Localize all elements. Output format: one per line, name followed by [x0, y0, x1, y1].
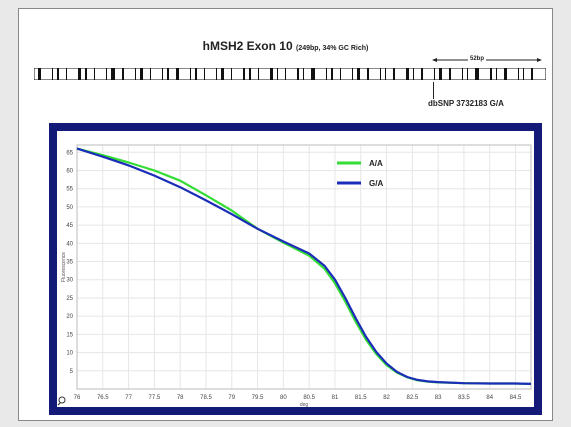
y-tick-label: 25	[66, 296, 73, 302]
slide: hMSH2 Exon 10 (249bp, 34% GC Rich) 52bp …	[18, 8, 553, 421]
plot-area: 76 76.5 77 77.5 78 78.5 79 79.5 80 80.5 81 81.5 82 82…	[57, 131, 534, 408]
title-main: hMSH2 Exon 10	[202, 39, 293, 53]
title-detail: (249bp, 34% GC Rich)	[296, 45, 369, 52]
y-tick-label: 65	[66, 150, 73, 156]
zoom-icon[interactable]	[57, 396, 66, 406]
x-tick-label: 84	[486, 395, 493, 401]
series-line-aa	[76, 147, 532, 385]
legend-label: G/A	[369, 179, 383, 188]
x-tick-label: 82	[383, 395, 390, 401]
x-tick-label: 80.5	[303, 395, 315, 401]
x-tick-label: 79.5	[252, 395, 264, 401]
span-label: 52bp	[468, 56, 487, 62]
melt-curve-chart: 76 76.5 77 77.5 78 78.5 79 79.5 80 80.5 81 81.5 82 82…	[57, 144, 532, 408]
legend-label: A/A	[369, 159, 383, 168]
exon-sequence-barcode	[34, 68, 546, 80]
x-tick-label: 81	[332, 395, 339, 401]
y-tick-label: 10	[66, 351, 73, 357]
x-tick-label: 78	[177, 395, 184, 401]
y-tick-label: 5	[70, 369, 74, 375]
x-tick-label: 77	[125, 395, 132, 401]
x-tick-label: 76.5	[97, 395, 109, 401]
x-tick-label: 83.5	[458, 395, 470, 401]
y-tick-label: 40	[66, 241, 73, 247]
y-tick-label: 15	[66, 332, 73, 338]
x-tick-label: 79	[228, 395, 235, 401]
plot-border	[76, 144, 532, 390]
y-tick-label: 20	[66, 314, 73, 320]
y-tick-label: 35	[66, 260, 73, 266]
x-tick-label: 81.5	[355, 395, 367, 401]
y-tick-label: 30	[66, 278, 73, 284]
span-arrow: 52bp	[432, 55, 542, 65]
x-tick-label: 78.5	[200, 395, 212, 401]
x-tick-label: 76	[74, 395, 81, 401]
slide-title: hMSH2 Exon 10 (249bp, 34% GC Rich)	[19, 39, 552, 53]
y-tick-label: 45	[66, 223, 73, 229]
x-tick-label: 80	[280, 395, 287, 401]
chart-frame: 76 76.5 77 77.5 78 78.5 79 79.5 80 80.5 81 81.5 82 82…	[49, 123, 542, 415]
snp-marker-line	[433, 82, 434, 99]
snp-label: dbSNP 3732183 G/A	[428, 99, 504, 108]
double-arrow-icon	[432, 58, 542, 62]
x-axis-label: deg	[300, 402, 309, 407]
series-line-ga	[76, 147, 532, 385]
x-tick-label: 82.5	[406, 395, 418, 401]
y-axis-label: Fluorescence	[61, 252, 67, 282]
x-tick-label: 77.5	[149, 395, 161, 401]
y-tick-label: 60	[66, 168, 73, 174]
y-tick-label: 55	[66, 187, 73, 193]
x-tick-label: 84.5	[510, 395, 522, 401]
x-tick-label: 83	[435, 395, 442, 401]
y-tick-label: 50	[66, 205, 73, 211]
